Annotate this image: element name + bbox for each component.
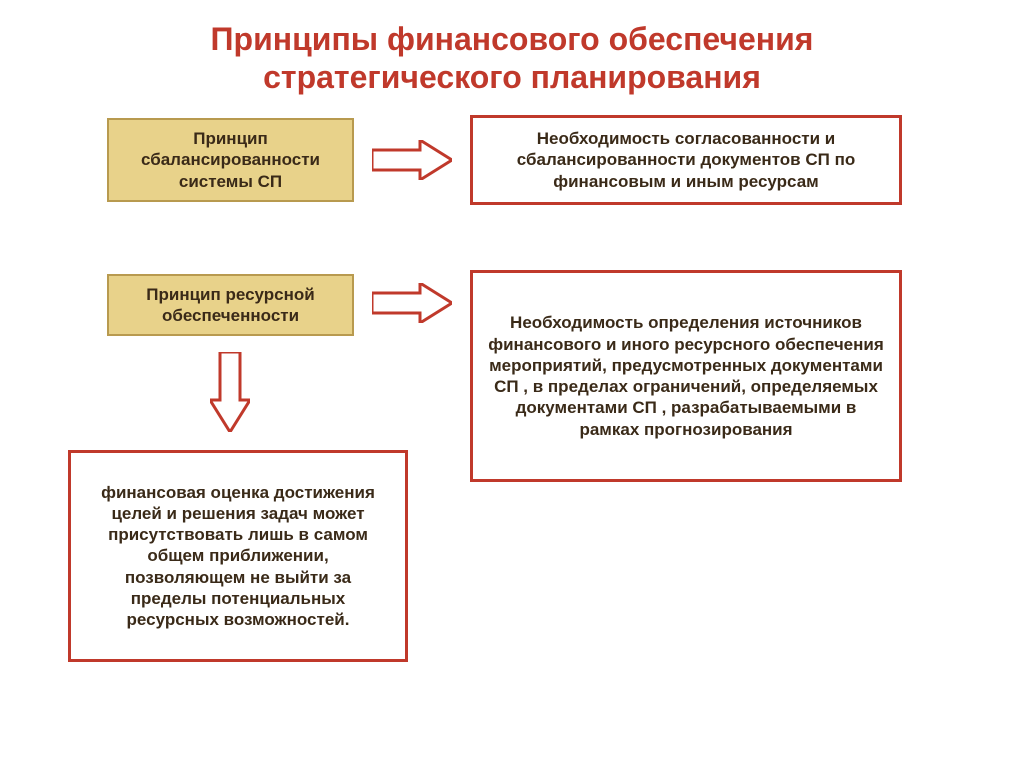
arrow-right-icon xyxy=(372,140,452,180)
page-title: Принципы финансового обеспечения стратег… xyxy=(0,0,1024,97)
principle-resource-box: Принцип ресурсной обеспеченности xyxy=(107,274,354,336)
principle-balance-text: Принцип сбалансированности системы СП xyxy=(115,128,346,192)
desc-balance-box: Необходимость согласованности и сбаланси… xyxy=(470,115,902,205)
desc-balance-text: Необходимость согласованности и сбаланси… xyxy=(481,128,891,192)
principle-balance-box: Принцип сбалансированности системы СП xyxy=(107,118,354,202)
arrow-right-icon xyxy=(372,283,452,323)
title-line2: стратегического планирования xyxy=(0,58,1024,96)
note-box: финансовая оценка достижения целей и реш… xyxy=(68,450,408,662)
desc-resource-box: Необходимость определения источников фин… xyxy=(470,270,902,482)
note-text: финансовая оценка достижения целей и реш… xyxy=(85,482,391,631)
title-line1: Принципы финансового обеспечения xyxy=(0,20,1024,58)
arrow-down-icon xyxy=(210,352,250,432)
principle-resource-text: Принцип ресурсной обеспеченности xyxy=(115,284,346,327)
desc-resource-text: Необходимость определения источников фин… xyxy=(487,312,885,440)
